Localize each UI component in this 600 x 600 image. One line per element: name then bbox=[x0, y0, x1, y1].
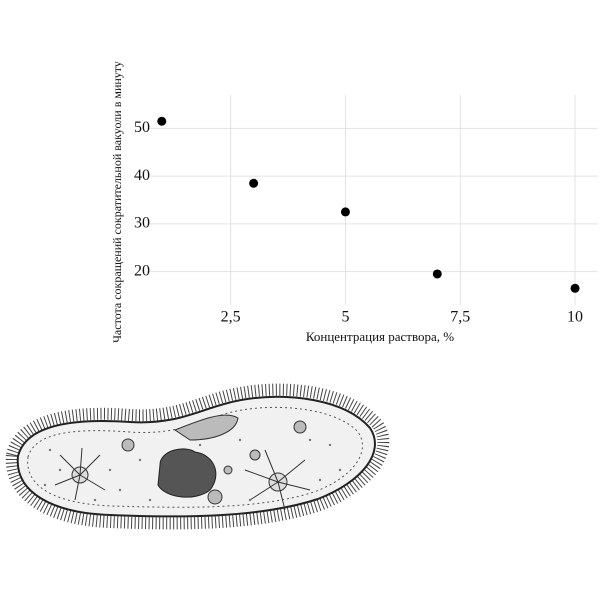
y-tick-label: 40 bbox=[134, 167, 150, 184]
x-tick-label: 7,5 bbox=[450, 309, 470, 326]
x-axis-label: Концентрация раствора, % bbox=[306, 329, 454, 344]
y-tick-label: 30 bbox=[134, 215, 150, 232]
data-point bbox=[340, 207, 350, 217]
y-tick-label: 20 bbox=[134, 262, 150, 279]
data-point bbox=[249, 178, 259, 188]
x-tick-label: 10 bbox=[567, 309, 583, 326]
x-tick-label: 5 bbox=[341, 309, 349, 326]
data-point bbox=[570, 283, 580, 293]
data-point bbox=[157, 116, 167, 126]
data-point bbox=[432, 269, 442, 279]
paramecium-illustration bbox=[5, 383, 390, 530]
y-axis-label: Частота сокращений сократительной вакуол… bbox=[110, 61, 124, 343]
chart: 20 30 40 50 2,5 5 7,5 10 bbox=[134, 95, 598, 326]
y-tick-label: 50 bbox=[134, 119, 150, 136]
x-tick-label: 2,5 bbox=[221, 309, 241, 326]
